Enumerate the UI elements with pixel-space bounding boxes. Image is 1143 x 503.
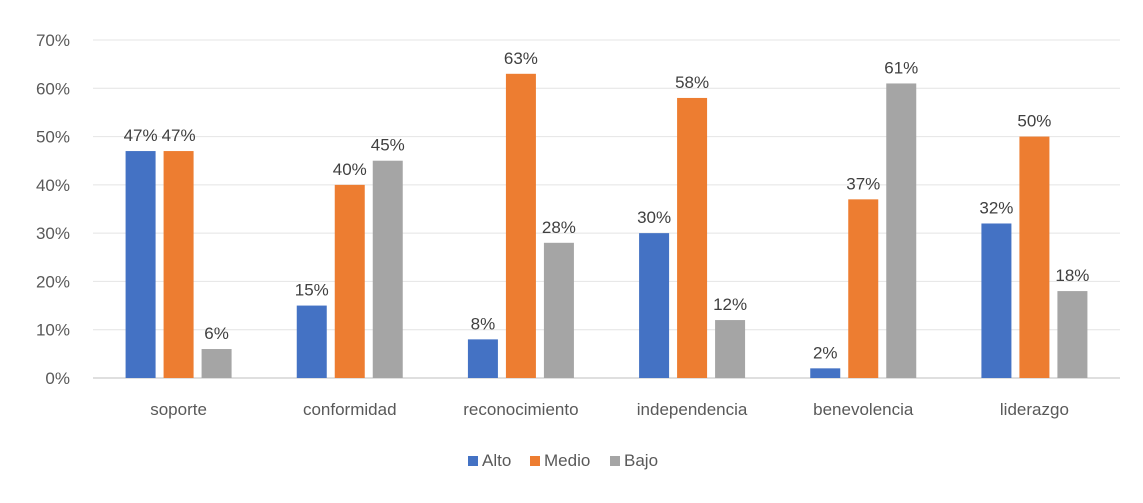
legend-item-medio: Medio — [530, 451, 590, 470]
data-label-medio-independencia: 58% — [675, 73, 709, 92]
legend-label: Alto — [482, 451, 511, 470]
category-label-conformidad: conformidad — [303, 400, 397, 419]
data-label-bajo-reconocimiento: 28% — [542, 218, 576, 237]
y-tick-label: 30% — [36, 224, 70, 243]
x-axis-categories: soporte conformidad reconocimiento independ… — [150, 400, 1069, 419]
bar-bajo-soporte — [201, 349, 232, 378]
data-label-alto-reconocimiento: 8% — [471, 314, 496, 333]
bar-alto-liderazgo — [981, 223, 1012, 378]
data-label-medio-soporte: 47% — [162, 126, 196, 145]
category-label-independencia: independencia — [637, 400, 748, 419]
data-label-bajo-soporte: 6% — [204, 324, 229, 343]
data-label-alto-conformidad: 15% — [295, 281, 329, 300]
bar-bajo-liderazgo — [1057, 291, 1088, 378]
bar-medio-conformidad — [334, 184, 365, 378]
legend: Alto Medio Bajo — [468, 451, 658, 470]
data-label-alto-soporte: 47% — [124, 126, 158, 145]
data-label-bajo-benevolencia: 61% — [884, 58, 918, 77]
legend-swatch — [468, 456, 478, 466]
bar-alto-conformidad — [296, 305, 327, 378]
legend-item-alto: Alto — [468, 451, 511, 470]
y-tick-label: 10% — [36, 321, 70, 340]
y-tick-label: 0% — [45, 369, 70, 388]
y-axis-ticks: 0% 10% 20% 30% 40% 50% 60% 70% — [36, 31, 70, 388]
bar-alto-reconocimiento — [467, 339, 498, 378]
bar-medio-independencia — [677, 97, 708, 378]
bar-medio-reconocimiento — [505, 73, 536, 379]
bar-medio-soporte — [163, 151, 194, 378]
data-label-bajo-conformidad: 45% — [371, 136, 405, 155]
bar-bajo-independencia — [715, 320, 746, 378]
legend-swatch — [610, 456, 620, 466]
gridlines — [93, 39, 1120, 379]
y-tick-label: 60% — [36, 79, 70, 98]
y-tick-label: 50% — [36, 128, 70, 147]
bars — [125, 73, 1088, 379]
data-label-bajo-independencia: 12% — [713, 295, 747, 314]
data-label-medio-liderazgo: 50% — [1017, 112, 1051, 131]
category-label-benevolencia: benevolencia — [813, 400, 914, 419]
legend-item-bajo: Bajo — [610, 451, 658, 470]
bar-alto-benevolencia — [810, 368, 841, 378]
y-tick-label: 70% — [36, 31, 70, 50]
data-label-medio-conformidad: 40% — [333, 160, 367, 179]
data-label-bajo-liderazgo: 18% — [1055, 266, 1089, 285]
legend-label: Medio — [544, 451, 590, 470]
legend-label: Bajo — [624, 451, 658, 470]
bar-medio-benevolencia — [848, 199, 879, 378]
data-label-alto-benevolencia: 2% — [813, 343, 838, 362]
bar-medio-liderazgo — [1019, 136, 1050, 378]
bar-bajo-reconocimiento — [543, 242, 574, 378]
bar-bajo-benevolencia — [886, 83, 917, 378]
y-tick-label: 20% — [36, 272, 70, 291]
category-label-soporte: soporte — [150, 400, 207, 419]
category-label-reconocimiento: reconocimiento — [463, 400, 578, 419]
bar-alto-independencia — [639, 233, 670, 378]
data-label-alto-liderazgo: 32% — [979, 198, 1013, 217]
legend-swatch — [530, 456, 540, 466]
data-label-alto-independencia: 30% — [637, 208, 671, 227]
data-label-medio-reconocimiento: 63% — [504, 49, 538, 68]
y-tick-label: 40% — [36, 176, 70, 195]
bar-alto-soporte — [125, 151, 156, 378]
data-label-medio-benevolencia: 37% — [846, 174, 880, 193]
data-labels: 47% 47% 6% 15% 40%45% 8% 63% 28% 30% 58% 12% 2% 37% 6… — [124, 49, 1090, 363]
category-label-liderazgo: liderazgo — [1000, 400, 1069, 419]
bar-bajo-conformidad — [372, 160, 403, 378]
